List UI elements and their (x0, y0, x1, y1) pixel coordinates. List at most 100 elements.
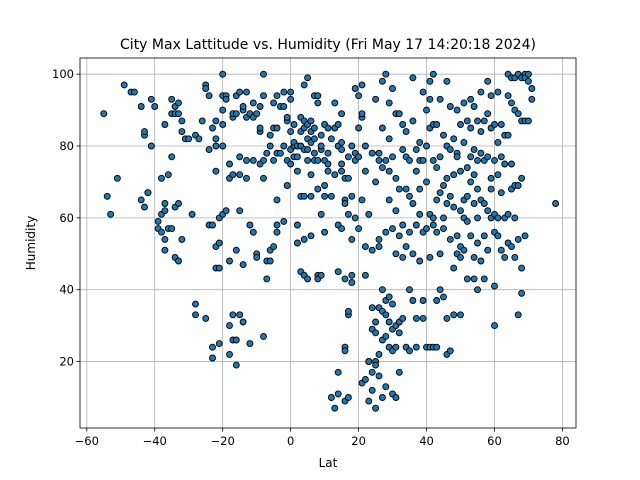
data-point (378, 124, 386, 132)
data-point (324, 167, 332, 175)
data-point (212, 135, 220, 143)
data-point (300, 235, 308, 243)
data-point (161, 246, 169, 254)
data-point (229, 311, 237, 319)
data-point (232, 110, 240, 118)
data-point (331, 171, 339, 179)
data-point (334, 121, 342, 128)
data-point (378, 164, 386, 172)
data-point (239, 103, 247, 110)
data-point (467, 232, 475, 240)
data-point (361, 376, 369, 383)
data-point (399, 314, 407, 322)
data-point (497, 246, 505, 254)
data-point (280, 103, 288, 110)
data-point (368, 246, 376, 254)
data-point (440, 293, 447, 301)
data-point (161, 207, 169, 215)
data-point (348, 192, 356, 200)
y-tick-label: 100 (52, 67, 74, 81)
data-point (518, 289, 526, 297)
data-point (283, 182, 291, 189)
data-point (382, 70, 390, 78)
data-point (338, 110, 346, 118)
data-point (260, 92, 267, 100)
data-point (205, 92, 213, 100)
data-point (270, 99, 278, 107)
data-point (446, 347, 454, 355)
data-point (144, 189, 152, 197)
data-point (385, 135, 393, 143)
data-point (446, 103, 454, 110)
data-point (198, 117, 206, 125)
data-point (355, 92, 363, 100)
data-point (450, 311, 458, 319)
data-point (314, 99, 322, 107)
data-point (480, 117, 488, 125)
data-point (378, 286, 386, 294)
data-point (474, 185, 481, 193)
data-point (385, 167, 393, 175)
chart-title: City Max Lattitude vs. Humidity (Fri May… (120, 37, 536, 53)
data-point (457, 253, 464, 261)
data-point (470, 200, 478, 207)
data-point (348, 235, 356, 243)
data-point (215, 264, 223, 272)
data-point (412, 167, 420, 175)
data-point (260, 174, 267, 182)
data-point (426, 77, 434, 85)
data-point (232, 361, 240, 369)
data-point (100, 110, 108, 118)
x-axis-label: Lat (319, 456, 338, 470)
data-point (528, 95, 536, 103)
data-point (130, 88, 138, 96)
data-point (368, 386, 376, 394)
data-point (406, 156, 413, 164)
data-point (433, 228, 441, 236)
data-point (137, 196, 145, 204)
data-point (324, 160, 332, 168)
data-point (209, 354, 216, 362)
data-point (358, 196, 366, 204)
data-point (243, 174, 250, 182)
x-tick-label: 20 (351, 434, 366, 448)
data-point (382, 332, 390, 340)
data-point (338, 160, 346, 168)
data-point (141, 203, 148, 211)
data-point (433, 343, 441, 351)
data-point (511, 214, 519, 222)
data-point (273, 228, 281, 236)
data-point (324, 149, 332, 157)
data-point (188, 210, 196, 218)
data-point (423, 225, 430, 233)
data-point (348, 271, 356, 279)
data-point (416, 257, 424, 265)
points-layer (100, 70, 560, 412)
data-point (236, 88, 244, 96)
data-point (365, 210, 373, 218)
data-point (348, 279, 356, 286)
data-point (409, 200, 417, 207)
data-point (524, 70, 532, 78)
data-point (375, 243, 383, 251)
data-point (470, 253, 478, 261)
data-point (382, 311, 390, 319)
data-point (178, 235, 186, 243)
data-point (494, 88, 502, 96)
data-point (436, 189, 444, 197)
x-tick-label: 80 (555, 434, 570, 448)
data-point (406, 286, 413, 294)
data-point (375, 156, 383, 164)
data-point (175, 257, 182, 265)
x-tick-label: −40 (143, 434, 167, 448)
data-point (192, 311, 199, 319)
data-point (443, 77, 451, 85)
data-point (426, 253, 434, 261)
data-point (395, 185, 403, 193)
data-point (477, 128, 485, 136)
data-point (327, 192, 335, 200)
data-point (457, 167, 464, 175)
data-point (446, 146, 454, 154)
